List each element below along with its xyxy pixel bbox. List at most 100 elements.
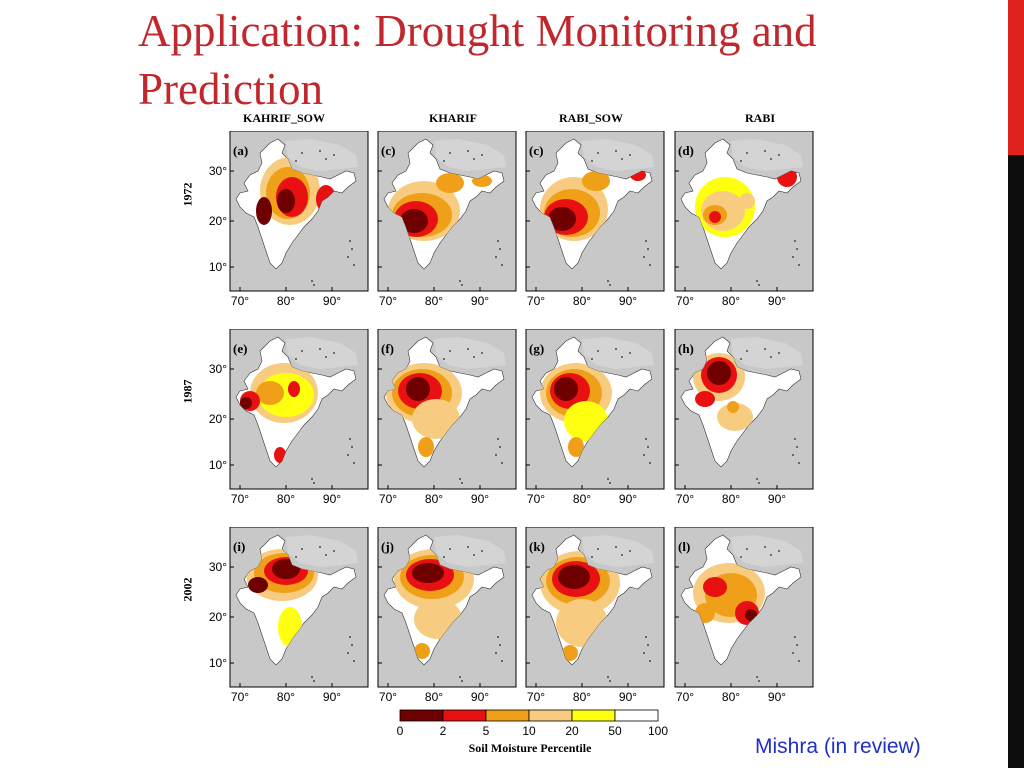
accent-bar-red	[1008, 0, 1024, 155]
island-dot	[764, 150, 766, 152]
island-dot	[607, 676, 609, 678]
island-dot	[301, 350, 303, 352]
panel-label: (l)	[678, 539, 690, 554]
island-dot	[501, 462, 503, 464]
island-dot	[796, 248, 798, 250]
colorbar	[398, 708, 662, 729]
island-dot	[792, 454, 794, 456]
colorbar-tick-0: 0	[396, 724, 404, 738]
island-dot	[770, 356, 772, 358]
map-panel: (l) 70° 80° 90°	[647, 527, 819, 711]
island-dot	[467, 150, 469, 152]
panel-label: (a)	[233, 143, 248, 158]
island-dot	[798, 264, 800, 266]
island-dot	[794, 438, 796, 440]
island-dot	[349, 240, 351, 242]
island-dot	[649, 462, 651, 464]
island-dot	[353, 264, 355, 266]
island-dot	[740, 358, 742, 360]
lon-tick-label: 90°	[471, 492, 489, 506]
island-dot	[621, 356, 623, 358]
lat-tick-label: 10°	[209, 458, 227, 472]
soil-moisture-region	[554, 377, 578, 401]
island-dot	[449, 548, 451, 550]
colorbar-title: Soil Moisture Percentile	[468, 741, 592, 755]
lat-tick-label: 30°	[209, 560, 227, 574]
plateau-region	[582, 139, 654, 171]
island-dot	[597, 152, 599, 154]
plateau-region	[731, 535, 803, 567]
panel-frame	[525, 329, 665, 490]
colorbar-tick-10: 10	[522, 724, 536, 738]
island-dot	[467, 348, 469, 350]
island-dot	[758, 482, 760, 484]
lon-tick-label: 90°	[619, 690, 637, 704]
island-dot	[325, 356, 327, 358]
island-dot	[443, 160, 445, 162]
island-dot	[319, 150, 321, 152]
island-dot	[798, 660, 800, 662]
accent-bar-black	[1008, 155, 1024, 768]
island-dot	[461, 680, 463, 682]
soil-moisture-region	[256, 381, 284, 405]
map-panel-svg: (d) 70° 80° 90°	[674, 131, 814, 308]
island-dot	[758, 680, 760, 682]
island-dot	[792, 652, 794, 654]
plateau-region	[434, 535, 506, 567]
island-dot	[473, 356, 475, 358]
soil-moisture-region	[256, 197, 272, 225]
island-dot	[629, 550, 631, 552]
island-dot	[351, 248, 353, 250]
island-dot	[473, 554, 475, 556]
lon-tick-label: 80°	[277, 294, 295, 308]
soil-moisture-region	[240, 397, 252, 409]
island-dot	[313, 284, 315, 286]
colorbar-swatch	[485, 709, 530, 722]
island-dot	[746, 350, 748, 352]
island-dot	[459, 478, 461, 480]
lon-tick-label: 80°	[425, 492, 443, 506]
map-panel-svg: (j) 70° 80° 90°	[377, 527, 517, 704]
island-dot	[591, 358, 593, 360]
column-header-rabi-sow: RABI_SOW	[558, 111, 623, 125]
plateau-region	[731, 337, 803, 369]
plateau-region	[582, 535, 654, 567]
island-dot	[461, 482, 463, 484]
row-header-1987: 1987	[180, 379, 195, 404]
map-panel: (c) 70° 80° 90°	[350, 131, 522, 315]
panel-frame	[229, 527, 369, 688]
island-dot	[609, 284, 611, 286]
island-dot	[347, 256, 349, 258]
lon-tick-label: 70°	[527, 294, 545, 308]
map-panel: (a) 30° 20° 10° 70° 80° 90°	[202, 131, 374, 315]
soil-moisture-region	[562, 645, 578, 661]
island-dot	[645, 438, 647, 440]
island-dot	[615, 546, 617, 548]
row-header-1972: 1972	[180, 182, 195, 207]
soil-moisture-region	[406, 377, 430, 401]
plateau-region	[731, 139, 803, 171]
island-dot	[349, 636, 351, 638]
soil-moisture-region	[412, 399, 460, 439]
lon-tick-label: 70°	[379, 492, 397, 506]
lon-tick-label: 70°	[231, 294, 249, 308]
soil-moisture-region	[288, 381, 300, 397]
island-dot	[597, 350, 599, 352]
soil-moisture-region	[414, 643, 430, 659]
island-dot	[798, 462, 800, 464]
island-dot	[319, 546, 321, 548]
map-panel-svg: (e) 30° 20° 10° 70° 80° 90°	[209, 329, 369, 506]
island-dot	[461, 284, 463, 286]
lon-tick-label: 90°	[619, 294, 637, 308]
island-dot	[313, 680, 315, 682]
island-dot	[796, 446, 798, 448]
lon-tick-label: 70°	[527, 690, 545, 704]
island-dot	[796, 644, 798, 646]
lat-tick-label: 20°	[209, 214, 227, 228]
lon-tick-label: 90°	[323, 492, 341, 506]
soil-moisture-region	[695, 391, 715, 407]
map-panel: (d) 70° 80° 90°	[647, 131, 819, 315]
island-dot	[449, 350, 451, 352]
island-dot	[645, 636, 647, 638]
panel-label: (c)	[381, 143, 395, 158]
